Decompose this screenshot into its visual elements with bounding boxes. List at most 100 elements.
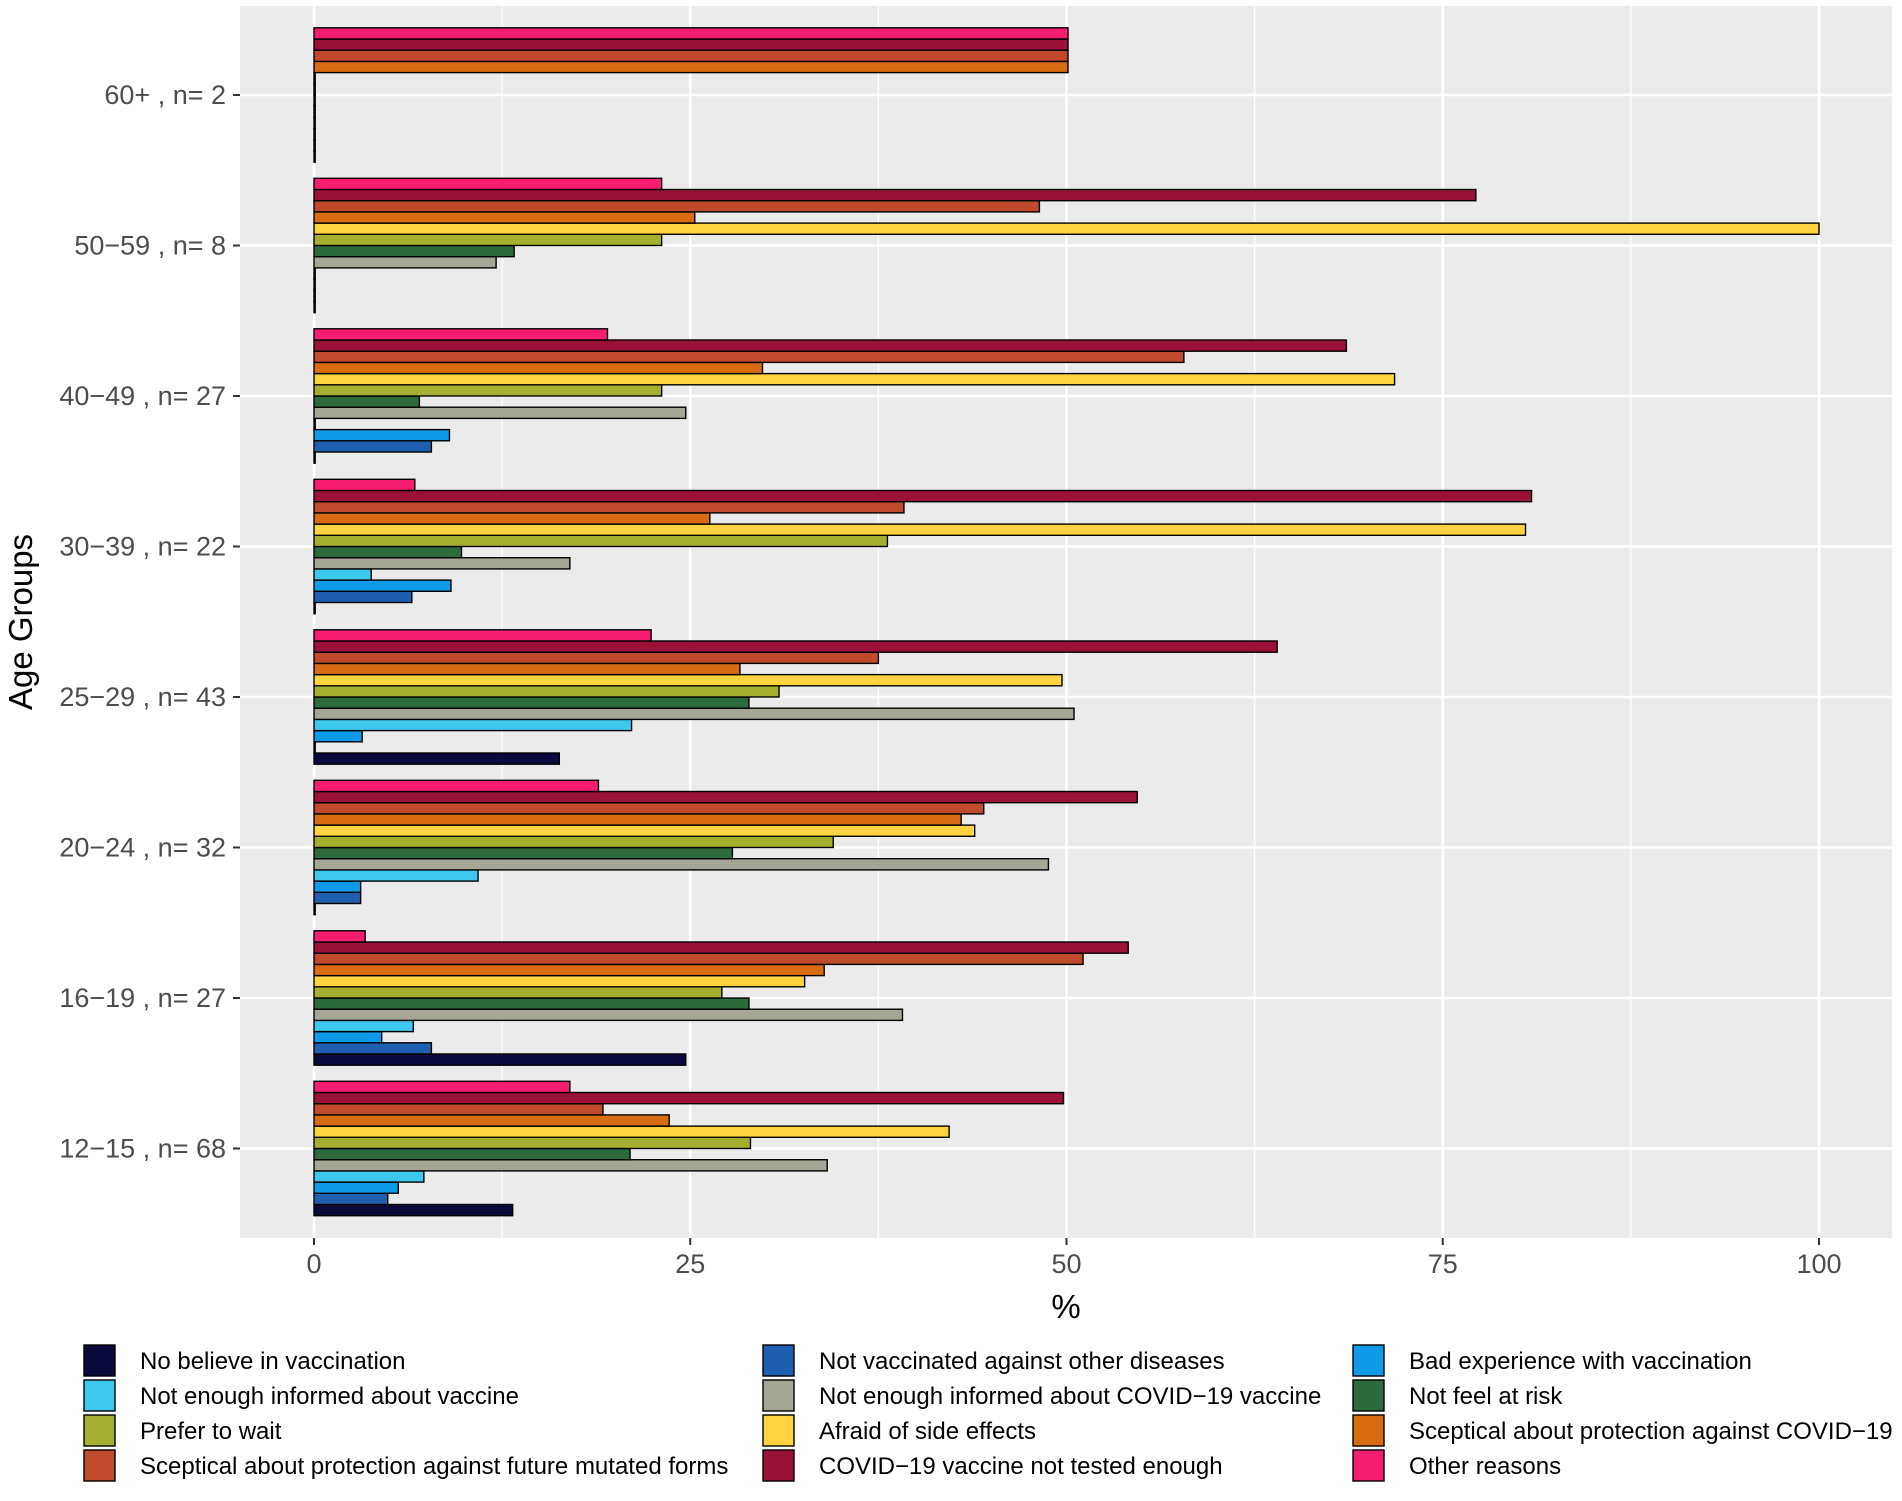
- bar: [313, 662, 741, 676]
- y-tick-label: 25−29 , n= 43: [59, 682, 226, 712]
- bar: [313, 1042, 433, 1055]
- bar: [313, 640, 1278, 653]
- bar: [313, 428, 451, 442]
- legend-key: [83, 1449, 116, 1482]
- bar: [313, 891, 362, 905]
- bar: [313, 1030, 383, 1044]
- y-tick-label: 60+ , n= 2: [104, 80, 226, 110]
- bar: [313, 501, 905, 514]
- bar: [313, 1080, 571, 1094]
- legend-label: Sceptical about protection against COVID…: [1409, 1418, 1893, 1445]
- bar: [313, 1181, 399, 1194]
- bar: [313, 116, 316, 130]
- bar: [313, 858, 1050, 871]
- legend-label: Not enough informed about COVID−19 vacci…: [819, 1383, 1321, 1410]
- bar: [313, 395, 421, 408]
- bar: [313, 199, 1041, 213]
- bar: [313, 27, 1069, 40]
- bar: [313, 339, 1348, 352]
- bar: [313, 1136, 752, 1150]
- legend-key: [762, 1449, 795, 1482]
- bar: [313, 71, 316, 85]
- legend-label: No believe in vaccination: [140, 1348, 406, 1375]
- x-tick-label: 50: [1051, 1249, 1081, 1279]
- bar: [313, 696, 750, 709]
- bar: [313, 60, 1069, 74]
- bar: [313, 523, 1527, 536]
- legend-key: [1352, 1379, 1385, 1412]
- bar: [313, 729, 363, 743]
- legend-label: Bad experience with vaccination: [1409, 1348, 1752, 1375]
- y-tick-label: 20−24 , n= 32: [59, 833, 226, 863]
- legend-label: Not feel at risk: [1409, 1383, 1563, 1410]
- bar: [313, 451, 316, 464]
- bar: [313, 718, 633, 732]
- bar: [313, 1158, 828, 1172]
- bar: [313, 406, 687, 420]
- bar: [313, 1125, 950, 1138]
- bar: [313, 417, 316, 431]
- legend-label: Not enough informed about vaccine: [140, 1383, 519, 1410]
- bar: [313, 361, 764, 375]
- bar: [313, 83, 316, 96]
- bar: [313, 802, 985, 815]
- bar: [313, 384, 663, 397]
- legend-key: [762, 1344, 795, 1377]
- bar: [313, 685, 780, 698]
- bar: [313, 256, 497, 269]
- bar: [313, 440, 433, 453]
- bar: [313, 211, 696, 224]
- bar: [313, 1147, 631, 1161]
- bar: [313, 997, 750, 1010]
- legend: No believe in vaccination Not vaccinated …: [83, 1344, 1893, 1482]
- bar: [313, 267, 316, 280]
- bar: [313, 974, 806, 988]
- bar: [313, 557, 571, 570]
- legend-key: [1352, 1414, 1385, 1447]
- bar: [313, 1102, 604, 1116]
- bar: [313, 105, 316, 119]
- bar: [313, 824, 976, 837]
- bar: [313, 779, 600, 793]
- bar: [313, 869, 479, 882]
- bar: [313, 941, 1129, 954]
- legend-label: Afraid of side effects: [819, 1418, 1036, 1445]
- y-tick-label: 50−59 , n= 8: [74, 231, 226, 261]
- x-tick-label: 100: [1796, 1249, 1841, 1279]
- x-tick-label: 75: [1428, 1249, 1458, 1279]
- legend-key: [83, 1414, 116, 1447]
- bar: [313, 741, 316, 754]
- legend-key: [762, 1379, 795, 1412]
- bar: [313, 372, 1396, 386]
- bar: [313, 986, 723, 999]
- legend-key: [83, 1379, 116, 1412]
- bar: [313, 300, 316, 314]
- bar: [313, 629, 652, 642]
- bar: [313, 222, 1820, 236]
- bar: [313, 233, 663, 247]
- bar: [313, 512, 711, 525]
- bar: [313, 902, 316, 916]
- bar: [313, 813, 962, 826]
- x-axis: 0 25 50 75 100: [306, 1238, 1842, 1279]
- y-axis: 60+ , n= 2 50−59 , n= 8 40−49 , n= 27 30−39…: [59, 80, 240, 1164]
- bar: [313, 545, 463, 559]
- bar: [313, 651, 880, 665]
- bar: [313, 930, 366, 943]
- bar: [313, 601, 316, 615]
- bar: [313, 38, 1069, 51]
- bar: [313, 328, 609, 341]
- bar: [313, 707, 1075, 721]
- bar: [313, 1192, 389, 1206]
- bar: [313, 534, 889, 548]
- x-axis-title: %: [1051, 1288, 1080, 1325]
- legend-label: Other reasons: [1409, 1453, 1561, 1480]
- legend-label: Prefer to wait: [140, 1418, 282, 1445]
- bar: [313, 1170, 425, 1183]
- bar: [313, 1203, 514, 1217]
- bar: [313, 880, 362, 893]
- bar: [313, 188, 1477, 202]
- legend-label: Not vaccinated against other diseases: [819, 1348, 1225, 1375]
- bar: [313, 835, 834, 849]
